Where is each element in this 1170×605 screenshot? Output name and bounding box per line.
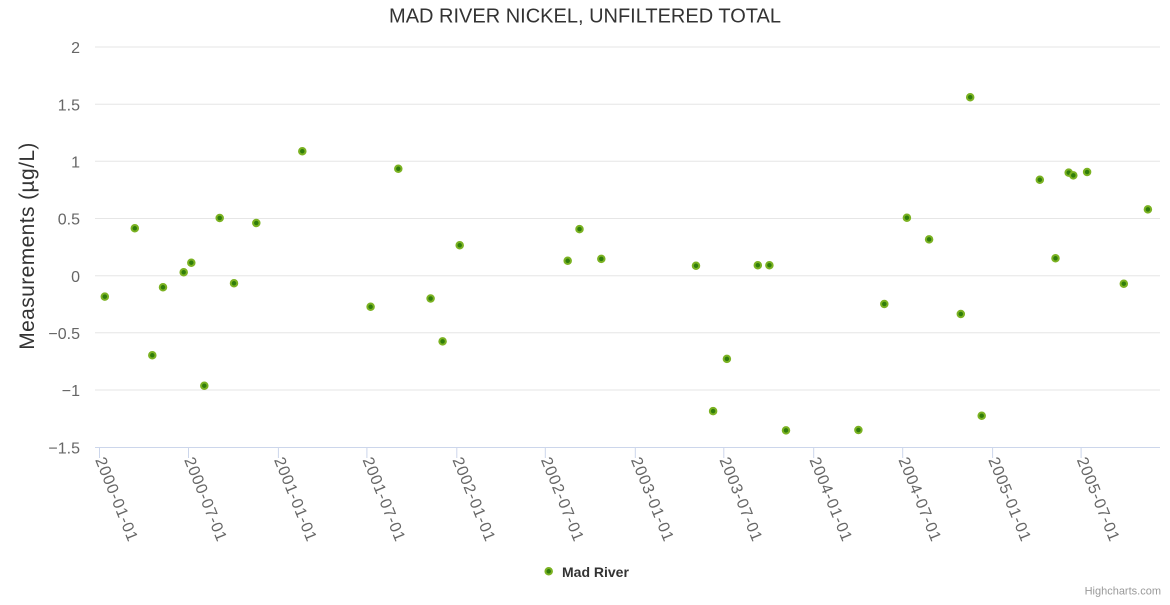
svg-text:Highcharts.com: Highcharts.com: [1085, 586, 1161, 598]
svg-text:1.5: 1.5: [58, 97, 80, 114]
svg-text:0.5: 0.5: [58, 212, 80, 229]
svg-text:Mad River: Mad River: [562, 564, 629, 580]
svg-text:0: 0: [71, 269, 80, 286]
svg-text:−1: −1: [62, 383, 80, 400]
svg-text:Measurements (µg/L): Measurements (µg/L): [16, 142, 39, 350]
svg-text:1: 1: [71, 155, 80, 172]
svg-text:2: 2: [71, 40, 80, 57]
svg-text:−0.5: −0.5: [48, 326, 80, 343]
svg-text:MAD RIVER NICKEL, UNFILTERED T: MAD RIVER NICKEL, UNFILTERED TOTAL: [389, 6, 781, 28]
svg-text:−1.5: −1.5: [48, 440, 80, 457]
